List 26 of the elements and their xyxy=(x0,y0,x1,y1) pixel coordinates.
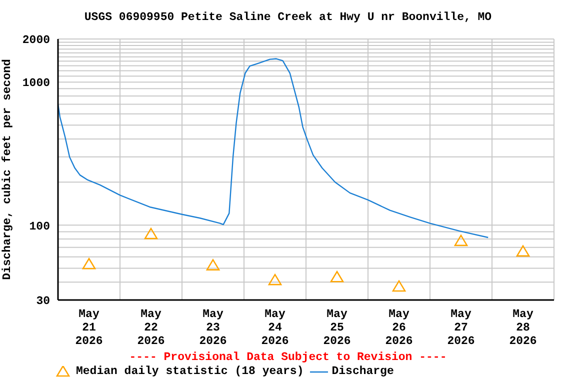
y-axis-title: Discharge, cubic feet per second xyxy=(1,58,14,280)
point xyxy=(516,245,530,257)
text: ---- Provisional Data Subject to Revision ---- xyxy=(128,351,448,364)
y-tick-label: 30 xyxy=(36,295,50,308)
y-tick-label: 2000 xyxy=(22,34,50,48)
x-tick-label: May 24 2026 xyxy=(261,308,289,348)
x-tick-label: May 27 2026 xyxy=(447,308,475,348)
point xyxy=(82,258,96,270)
x-tick-label: May 22 2026 xyxy=(137,308,165,348)
point xyxy=(144,228,158,240)
y-tick-label: 1000 xyxy=(22,77,50,90)
chart-title: USGS 06909950 Petite Saline Creek at Hwy U nr Boonville, MO xyxy=(83,11,493,24)
point xyxy=(268,274,282,286)
y-tick-label: 100 xyxy=(29,220,50,234)
legend-label: Median daily statistic (18 years) xyxy=(76,365,304,378)
x-tick-label: May 23 2026 xyxy=(199,308,227,348)
point xyxy=(330,270,344,282)
legend-label: Discharge xyxy=(332,365,394,378)
line-series xyxy=(58,58,489,238)
x-tick-label: May 21 2026 xyxy=(75,308,103,348)
x-tick-label: May 25 2026 xyxy=(323,308,351,348)
point xyxy=(206,259,220,270)
x-tick-label: May 28 2026 xyxy=(509,308,537,348)
point xyxy=(454,234,468,246)
point xyxy=(392,280,406,292)
x-tick-label: May 26 2026 xyxy=(385,308,413,348)
